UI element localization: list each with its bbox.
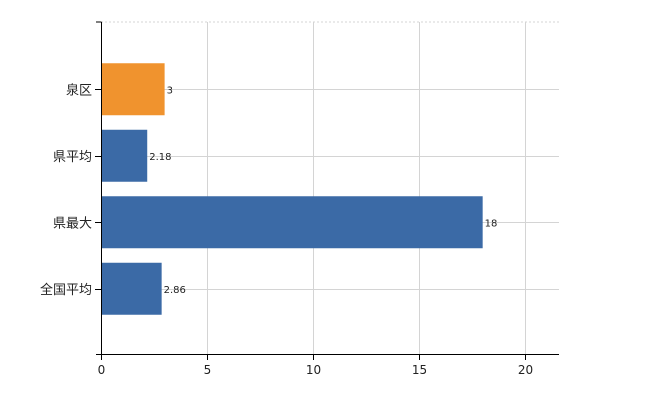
x-tick-label-10: 10 [306,363,321,377]
bar-3 [102,262,162,315]
value-label-3: 2.86 [164,285,186,296]
x-tick-label-20: 20 [518,363,533,377]
value-label-2: 18 [485,218,498,229]
bar-0 [102,63,165,116]
category-label-1: 県平均 [53,150,92,165]
category-label-3: 全国平均 [40,282,92,298]
bar-2 [102,196,483,249]
value-label-1: 2.18 [149,152,171,163]
x-tick-label-15: 15 [412,363,427,377]
bar-1 [102,129,148,182]
x-tick-label-5: 5 [204,363,212,377]
category-label-0: 泉区 [66,82,92,98]
grid-lines [101,21,559,354]
x-tick-label-0: 0 [98,363,106,377]
category-label-2: 県最大 [53,216,92,231]
bars [102,63,483,315]
axes [95,21,559,360]
value-label-0: 3 [167,85,173,96]
